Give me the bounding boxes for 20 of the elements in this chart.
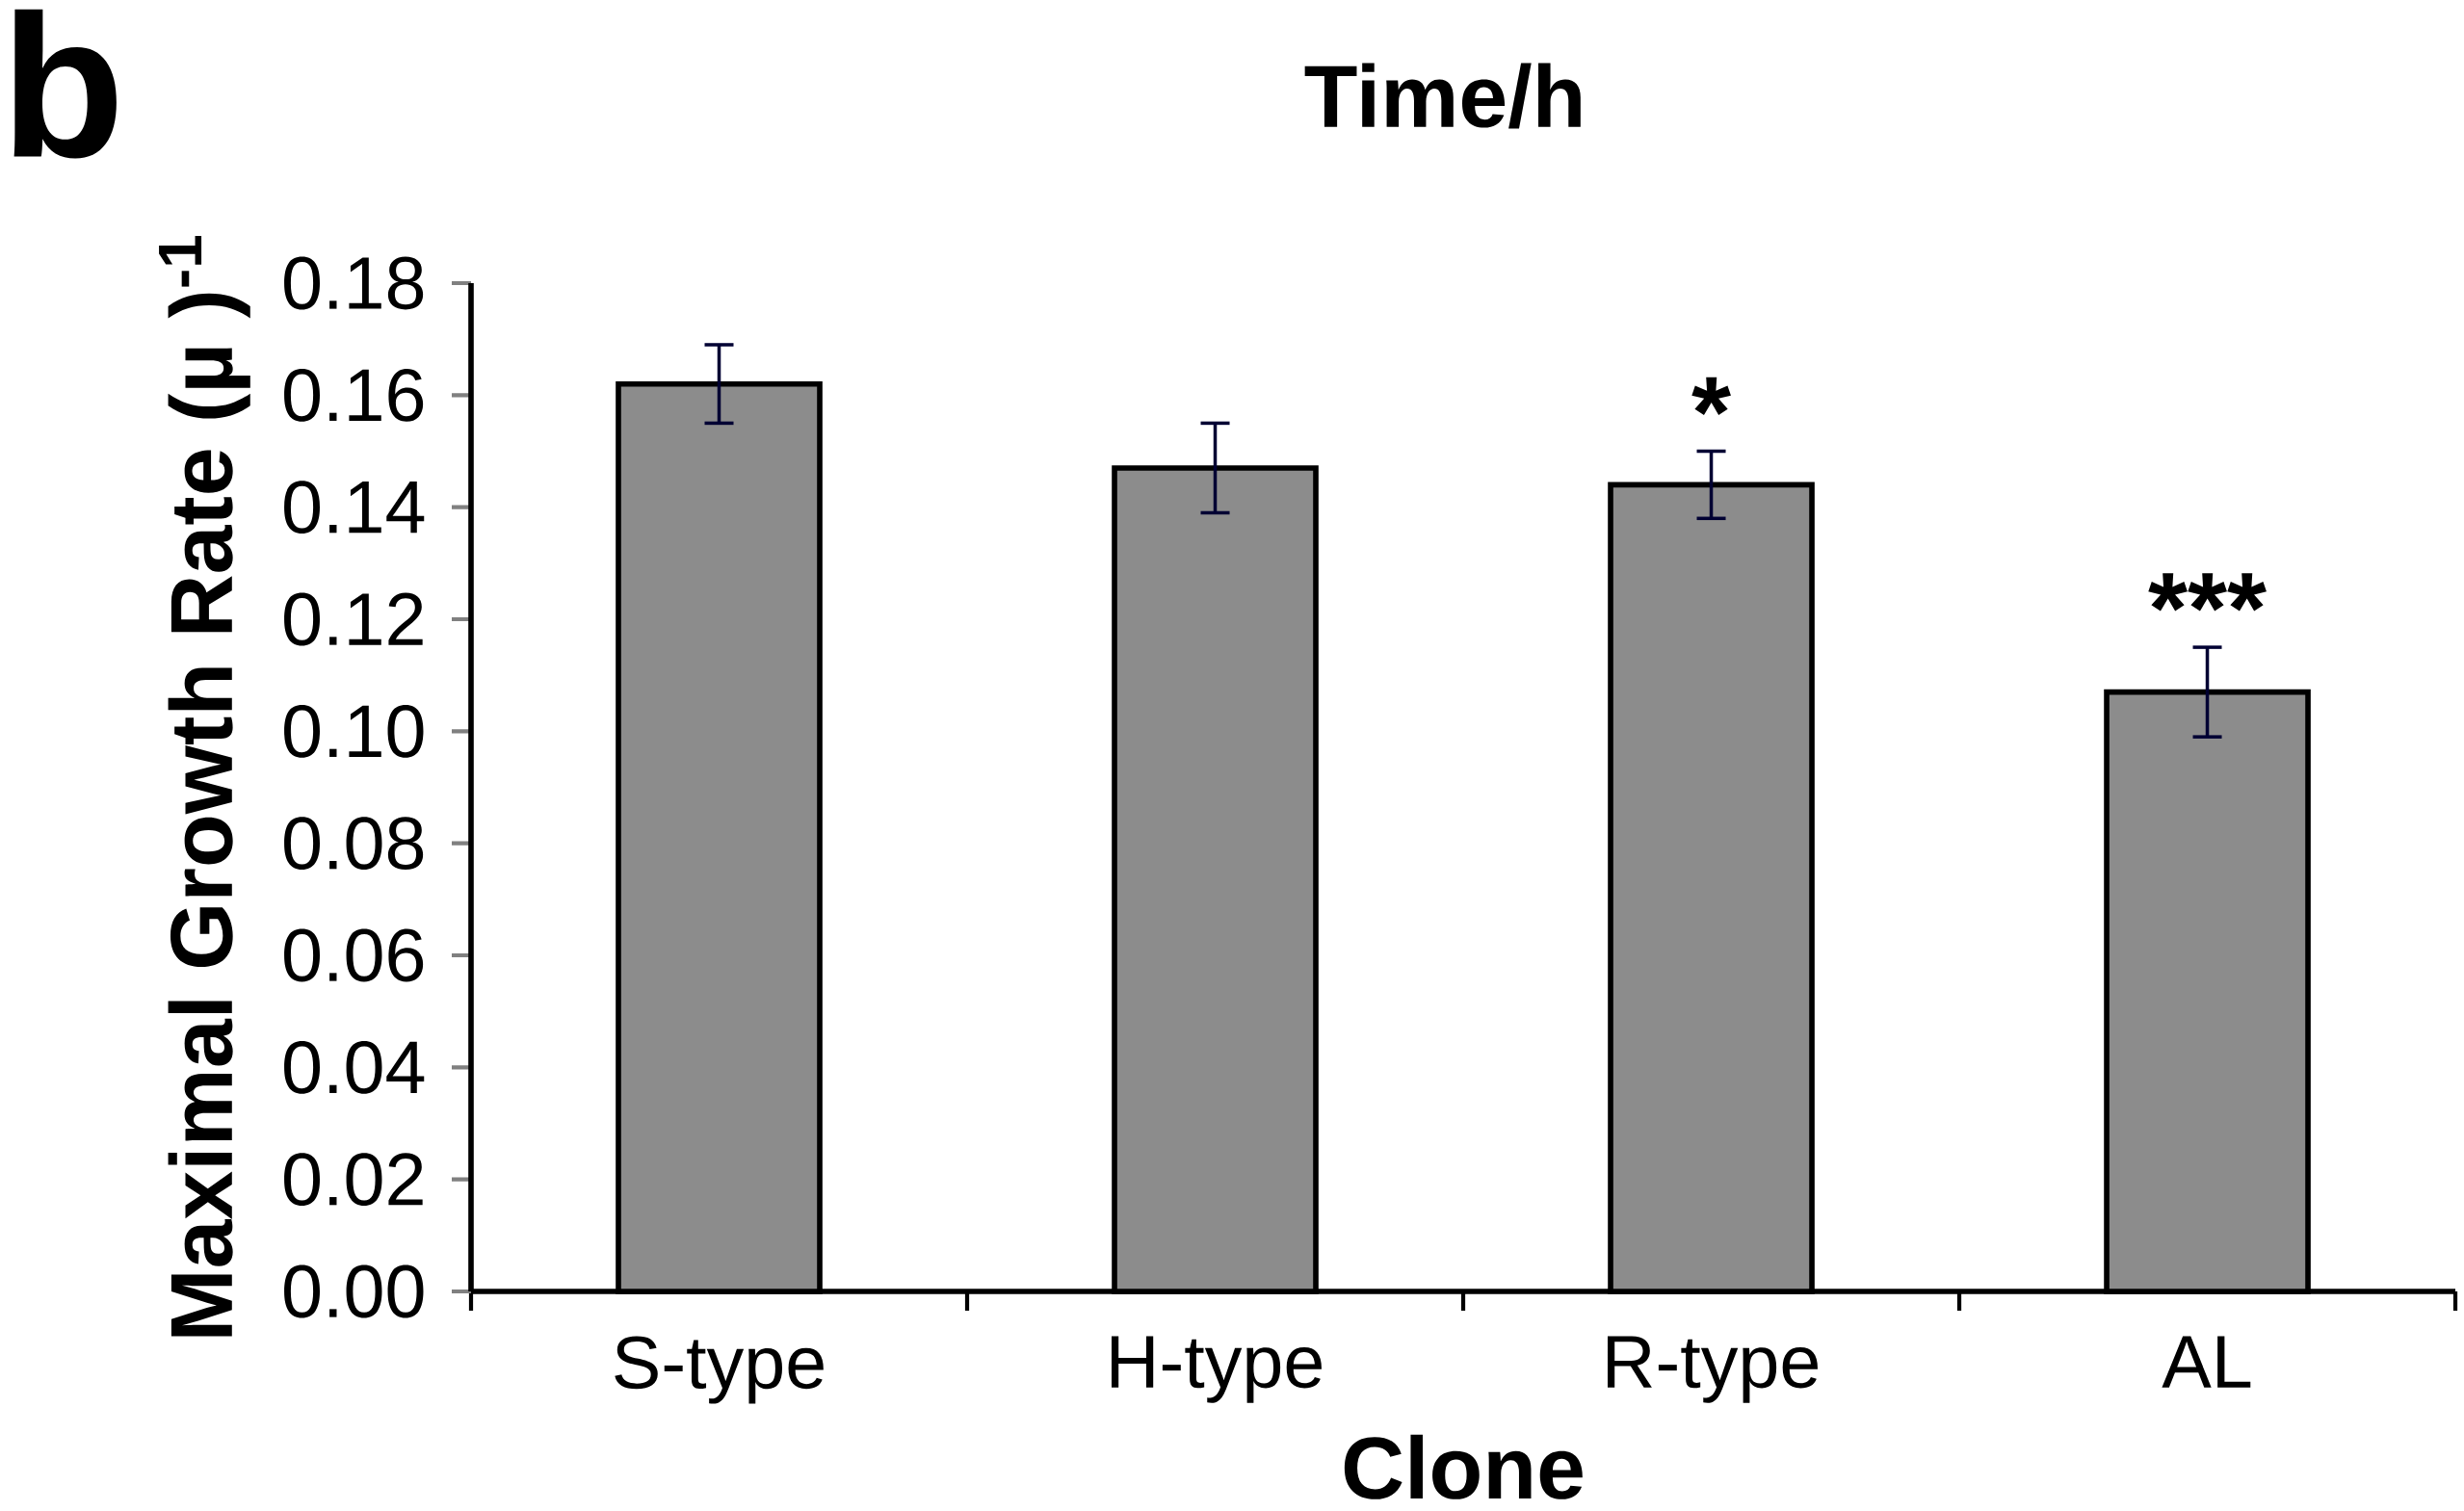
- x-tick-label: R-type: [1607, 1336, 1818, 1403]
- x-axis-title: Clone: [1344, 1434, 1583, 1499]
- y-tick-label: 0.00: [284, 1264, 424, 1318]
- annotation: ***: [2148, 573, 2267, 612]
- x-tick-label: H-type: [1111, 1336, 1322, 1403]
- y-tick-label: 0.08: [284, 817, 424, 871]
- y-tick-label: 0.02: [284, 1153, 423, 1207]
- x-tick-label: AL: [2162, 1336, 2251, 1388]
- x-tick-label: S-type: [615, 1336, 824, 1404]
- y-tick-label: 0.10: [284, 704, 424, 758]
- y-tick-label: 0.12: [284, 592, 423, 646]
- y-tick-label: 0.04: [284, 1040, 425, 1094]
- chart-title: Time/h: [1304, 63, 1581, 129]
- y-tick-label: 0.16: [284, 368, 424, 422]
- y-tick-label: 0.14: [284, 481, 425, 534]
- y-axis-title: Maximal Growth Rate (µ )$^{-1}$: [159, 235, 250, 1337]
- annotation: *: [1691, 377, 1731, 415]
- y-tick-label: 0.18: [284, 256, 424, 310]
- text: b: [13, 9, 117, 159]
- y-tick-label: 0.06: [284, 928, 424, 982]
